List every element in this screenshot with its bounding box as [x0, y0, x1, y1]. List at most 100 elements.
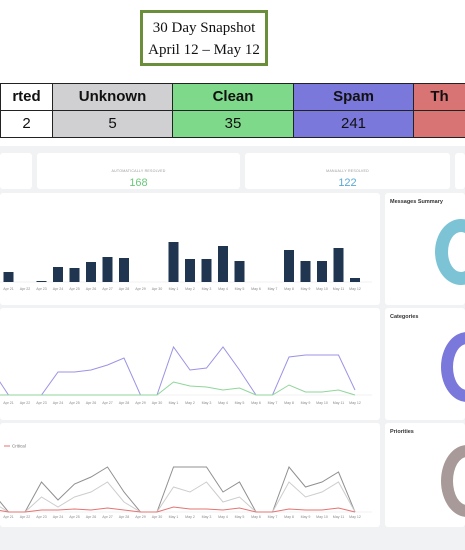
x-tick-label: Apr 23 [36, 401, 47, 405]
x-tick-label: May 11 [333, 515, 345, 519]
x-tick-label: May 2 [185, 515, 195, 519]
x-tick-label: Apr 25 [69, 515, 80, 519]
chart-card [0, 308, 380, 420]
stat-card [455, 153, 465, 189]
table-header: Clean [172, 83, 294, 111]
summary-table: rted 2 Unknown 5 Clean 35 Spam 241 Th [0, 83, 465, 138]
x-tick-label: Apr 27 [102, 287, 113, 291]
x-tick-label: Apr 30 [152, 401, 163, 405]
bar [333, 248, 344, 282]
x-tick-label: May 12 [349, 287, 361, 291]
donut [441, 445, 465, 517]
bar [185, 259, 195, 282]
panel-card: Messages Summary [385, 193, 465, 305]
snapshot-title: 30 Day Snapshot [152, 20, 256, 36]
x-tick-label: May 12 [349, 515, 361, 519]
x-tick-label: Apr 24 [53, 515, 64, 519]
x-tick-label: May 8 [284, 401, 294, 405]
x-tick-label: May 4 [218, 515, 228, 519]
line [0, 506, 356, 513]
bar [300, 261, 311, 282]
x-tick-label: May 10 [316, 287, 328, 291]
x-tick-label: May 8 [284, 287, 294, 291]
table-cell: 35 [172, 110, 294, 138]
x-tick-label: May 7 [268, 287, 278, 291]
x-tick-label: Apr 26 [86, 401, 97, 405]
x-tick-label: May 6 [251, 515, 261, 519]
x-tick-label: Apr 22 [20, 401, 31, 405]
bar [36, 281, 47, 282]
donut [435, 219, 465, 285]
x-tick-label: Apr 25 [69, 401, 80, 405]
x-tick-label: Apr 26 [86, 287, 97, 291]
stat-label: AUTOMATICALLY RESOLVED [111, 169, 166, 173]
x-tick-label: Apr 21 [3, 515, 14, 519]
panel-title: Priorities [390, 429, 414, 435]
x-tick-label: May 11 [333, 287, 345, 291]
bar [3, 272, 14, 282]
stat-label: MANUALLY RESOLVED [326, 169, 369, 173]
bar [53, 267, 63, 282]
x-tick-label: Apr 22 [20, 515, 31, 519]
x-tick-label: Apr 22 [20, 287, 31, 291]
x-tick-label: May 1 [169, 401, 179, 405]
x-tick-label: May 6 [251, 287, 261, 291]
x-tick-label: Apr 30 [152, 515, 163, 519]
x-tick-label: Apr 27 [102, 515, 113, 519]
table-cell: 241 [293, 110, 414, 138]
x-tick-label: May 9 [301, 401, 311, 405]
bar [102, 257, 113, 282]
x-tick-label: May 12 [349, 401, 361, 405]
bar [201, 259, 212, 282]
x-tick-label: Apr 28 [119, 401, 130, 405]
bar [69, 268, 80, 282]
x-tick-label: May 9 [301, 287, 311, 291]
x-tick-label: Apr 23 [36, 515, 47, 519]
legend-label: Critical [12, 444, 26, 449]
x-tick-label: May 2 [185, 287, 195, 291]
bar [284, 250, 294, 282]
x-tick-label: May 9 [301, 515, 311, 519]
x-tick-label: Apr 23 [36, 287, 47, 291]
x-tick-label: May 5 [235, 515, 245, 519]
line [0, 466, 356, 513]
table-header: Unknown [52, 83, 173, 111]
bar [218, 246, 228, 282]
x-tick-label: Apr 24 [53, 287, 64, 291]
x-tick-label: Apr 29 [135, 515, 146, 519]
x-tick-label: Apr 29 [135, 401, 146, 405]
x-tick-label: May 3 [202, 287, 212, 291]
table-header: Spam [293, 83, 414, 111]
donut [441, 332, 465, 402]
table-cell: 2 [0, 110, 53, 138]
panel-card: Priorities [385, 423, 465, 527]
bar [317, 261, 327, 282]
x-tick-label: May 10 [316, 401, 328, 405]
chart-card [0, 193, 380, 305]
stat-value: 122 [338, 177, 357, 189]
x-tick-label: Apr 24 [53, 401, 64, 405]
panel-card: Categories [385, 308, 465, 420]
x-tick-label: Apr 28 [119, 515, 130, 519]
x-tick-label: May 5 [235, 287, 245, 291]
x-tick-label: May 5 [235, 401, 245, 405]
snapshot-box: 30 Day Snapshot April 12 – May 12 [140, 10, 268, 66]
x-tick-label: May 2 [185, 401, 195, 405]
x-tick-label: May 11 [333, 401, 345, 405]
x-tick-label: Apr 28 [119, 287, 130, 291]
stat-value: 168 [129, 177, 148, 189]
bar [86, 262, 96, 282]
line [0, 481, 356, 513]
table-cell [413, 110, 465, 138]
bar [168, 242, 179, 282]
x-tick-label: May 10 [316, 515, 328, 519]
line [0, 381, 356, 396]
x-tick-label: Apr 25 [69, 287, 80, 291]
x-tick-label: Apr 27 [102, 401, 113, 405]
snapshot-range: April 12 – May 12 [148, 42, 260, 58]
x-tick-label: Apr 21 [3, 401, 14, 405]
table-header: Th [413, 83, 465, 111]
x-tick-label: May 8 [284, 515, 294, 519]
x-tick-label: Apr 26 [86, 515, 97, 519]
